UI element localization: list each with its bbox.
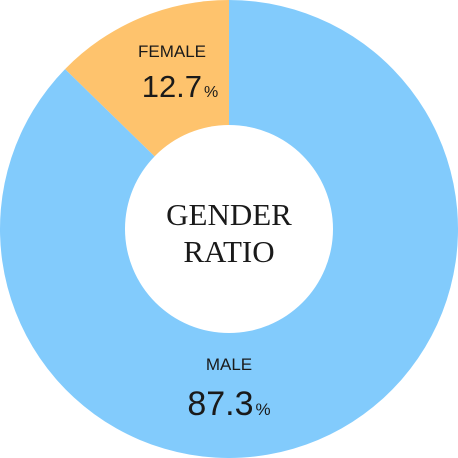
slice-value-male: 87.3% xyxy=(187,385,270,423)
chart-title-line-2: RATIO xyxy=(183,234,274,269)
slice-label-male: MALE xyxy=(206,355,252,374)
slice-value-number-female: 12.7 xyxy=(142,69,202,104)
slice-value-number-male: 87.3 xyxy=(187,385,253,423)
donut-hole xyxy=(125,125,333,333)
slice-label-female: FEMALE xyxy=(138,42,206,61)
chart-title-line-1: GENDER xyxy=(166,197,292,232)
slice-value-unit-male: % xyxy=(256,400,271,419)
slice-value-female: 12.7% xyxy=(142,69,219,104)
slice-value-unit-female: % xyxy=(204,84,218,101)
